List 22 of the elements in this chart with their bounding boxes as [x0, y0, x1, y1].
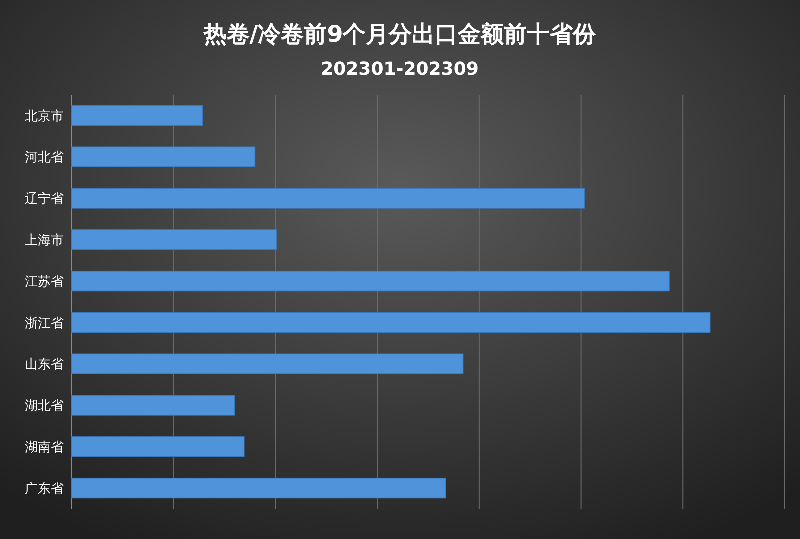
chart-subtitle: 202301-202309 [321, 59, 479, 80]
bar [72, 478, 446, 499]
y-tick-label: 广东省 [25, 482, 64, 497]
bar [72, 395, 236, 416]
bar [72, 230, 278, 250]
y-tick-label: 湖北省 [25, 399, 64, 414]
y-tick-label: 湖南省 [25, 440, 64, 456]
chart-title: 热卷/冷卷前9个月分出口金额前十省份 [202, 22, 598, 48]
bar [72, 146, 256, 168]
y-tick-label: 上海市 [25, 233, 64, 248]
bar [72, 270, 670, 292]
bar [72, 312, 711, 334]
bar [72, 436, 245, 458]
bar [72, 188, 585, 209]
y-tick-label: 辽宁省 [25, 191, 64, 208]
bar [72, 354, 464, 374]
y-tick-label: 河北省 [25, 150, 64, 166]
bar [72, 105, 204, 126]
y-tick-label: 北京市 [25, 109, 64, 124]
y-tick-label: 江苏省 [25, 274, 64, 290]
y-tick-label: 山东省 [25, 358, 64, 373]
y-tick-label: 浙江省 [25, 316, 64, 332]
